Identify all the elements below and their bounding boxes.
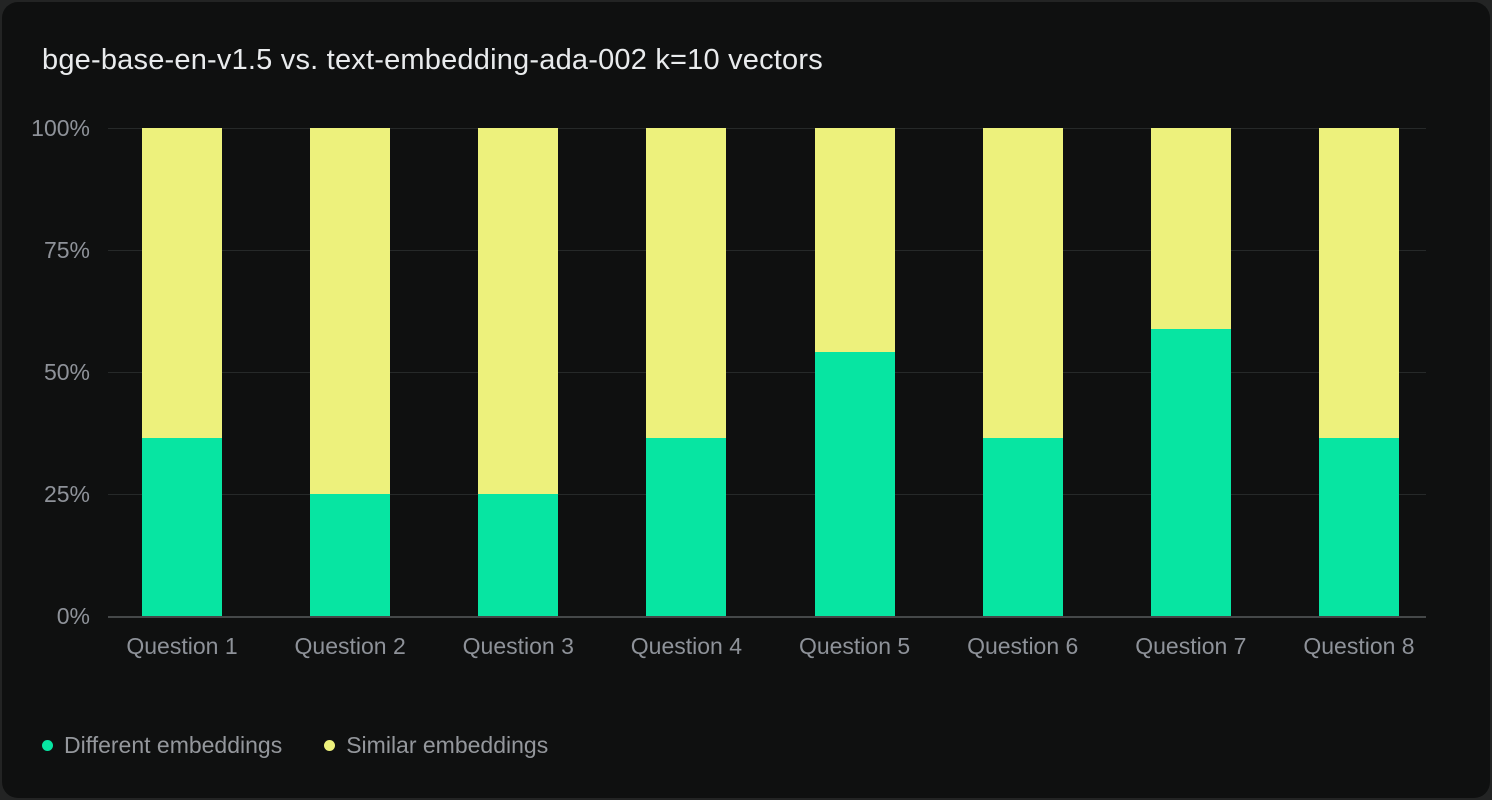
bar-column [142, 128, 222, 616]
bar-segment-different-embeddings[interactable] [982, 438, 1063, 616]
x-axis: Question 1 Question 2 Question 3 Question 4… [126, 633, 1415, 660]
x-axis-label: Question 5 [798, 633, 911, 659]
x-axis-label: Question 3 [462, 633, 574, 659]
y-axis-label: 0% [56, 603, 90, 629]
chart-title: bge-base-en-v1.5 vs. text-embedding-ada-… [42, 44, 823, 76]
bar-segment-similar-embeddings[interactable] [814, 128, 895, 353]
x-axis-label: Question 4 [630, 633, 743, 659]
bar-column [310, 128, 391, 616]
legend-marker-icon [324, 740, 336, 751]
gridline [108, 250, 1426, 251]
gridline [108, 128, 1426, 129]
y-axis: 100% 75% 50% 25% 0% [2, 115, 90, 629]
y-axis-label: 75% [43, 237, 90, 263]
bars-layer [142, 128, 1399, 616]
x-axis-label: Question 6 [967, 633, 1079, 659]
legend: Different embeddings Similar embeddings [42, 732, 548, 759]
bar-segment-similar-embeddings[interactable] [142, 128, 222, 439]
bar-column [814, 128, 895, 616]
bar-segment-similar-embeddings[interactable] [1150, 128, 1231, 330]
y-axis-label: 25% [43, 481, 90, 507]
x-axis-label: Question 2 [294, 633, 406, 659]
bar-segment-different-embeddings[interactable] [310, 494, 391, 616]
legend-label: Different embeddings [64, 732, 283, 758]
y-axis-label: 100% [31, 115, 90, 141]
x-axis-label: Question 7 [1135, 633, 1247, 659]
bar-segment-different-embeddings[interactable] [478, 494, 559, 616]
gridline [108, 494, 1426, 495]
legend-item-different-embeddings[interactable]: Different embeddings [42, 732, 282, 759]
x-axis-label: Question 8 [1303, 633, 1415, 659]
bar-segment-similar-embeddings[interactable] [982, 128, 1063, 439]
bar-segment-similar-embeddings[interactable] [310, 128, 391, 494]
gridline [108, 616, 1426, 618]
bar-column [1318, 128, 1399, 616]
bar-column [478, 128, 559, 616]
bar-segment-different-embeddings[interactable] [646, 438, 727, 616]
x-axis-label: Question 1 [126, 633, 238, 659]
legend-item-similar-embeddings[interactable]: Similar embeddings [324, 732, 548, 759]
legend-label: Similar embeddings [346, 732, 549, 758]
bar-segment-different-embeddings[interactable] [814, 352, 895, 616]
bar-segment-different-embeddings[interactable] [1318, 438, 1399, 616]
plot-area [108, 128, 1426, 618]
bar-column [982, 128, 1063, 616]
bar-segment-different-embeddings[interactable] [142, 438, 222, 616]
bar-segment-similar-embeddings[interactable] [1318, 128, 1399, 439]
bar-segment-different-embeddings[interactable] [1150, 329, 1231, 616]
y-axis-label: 50% [43, 359, 90, 385]
bar-segment-similar-embeddings[interactable] [646, 128, 727, 439]
bar-segment-similar-embeddings[interactable] [478, 128, 559, 494]
bar-column [1150, 128, 1231, 616]
bar-column [646, 128, 727, 616]
gridline [108, 372, 1426, 373]
legend-marker-icon [42, 740, 53, 751]
